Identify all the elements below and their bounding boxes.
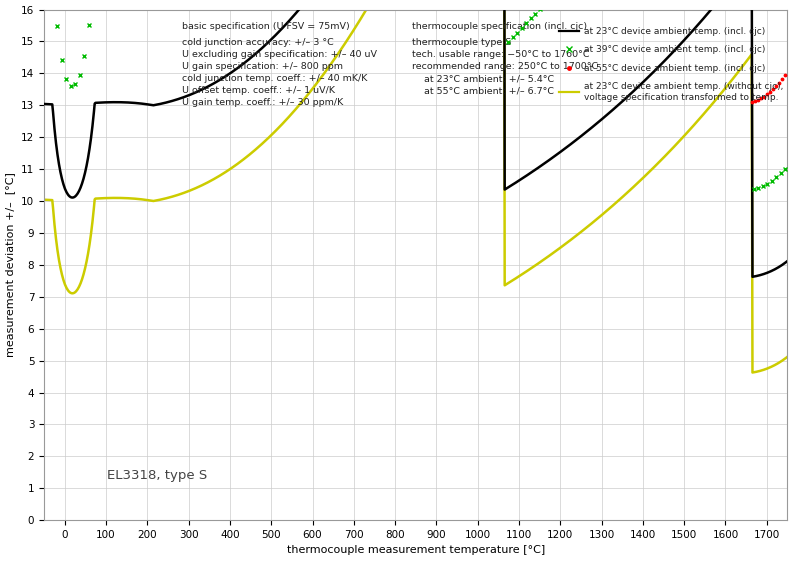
X-axis label: thermocouple measurement temperature [°C]: thermocouple measurement temperature [°C… [286,545,545,555]
Y-axis label: measurement deviation +/–  [°C]: measurement deviation +/– [°C] [6,172,16,357]
Text: EL3318, type S: EL3318, type S [107,469,208,482]
Legend: at 23°C device ambient temp. (incl. cjc), at 39°C device ambient temp. (incl. cj: at 23°C device ambient temp. (incl. cjc)… [559,27,783,102]
Text: basic specification (U FSV = 75mV): basic specification (U FSV = 75mV) [182,22,350,31]
Text: cold junction accuracy: +/– 3 °C
U excluding gain specification: +/– 40 uV
U gai: cold junction accuracy: +/– 3 °C U exclu… [182,38,377,107]
Text: thermocouple specification (incl. cjc): thermocouple specification (incl. cjc) [412,22,587,31]
Text: thermocouple type S
tech. usable range: −50°C to 1760°C
recommended range: 250°C: thermocouple type S tech. usable range: … [412,38,598,95]
